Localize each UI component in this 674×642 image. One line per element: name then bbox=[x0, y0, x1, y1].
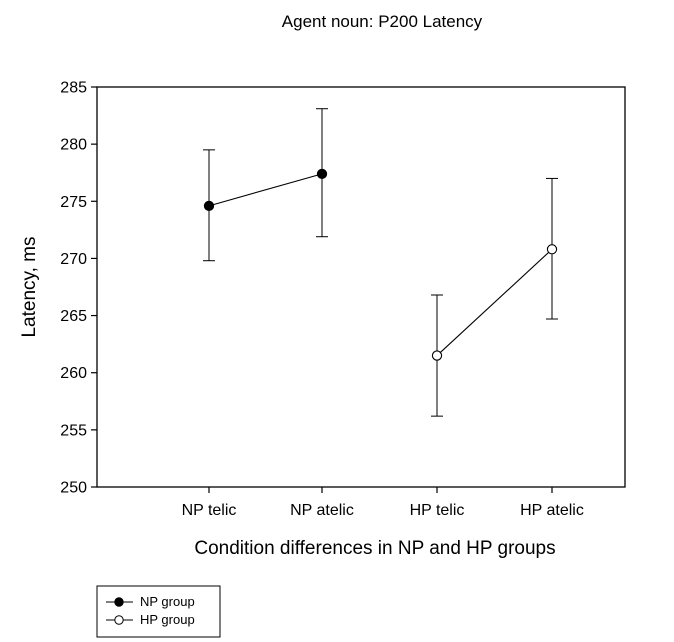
y-tick-label: 280 bbox=[60, 137, 87, 154]
y-axis-title: Latency, ms bbox=[19, 236, 40, 337]
x-axis-title: Condition differences in NP and HP group… bbox=[194, 538, 555, 559]
legend: NP group HP group bbox=[96, 585, 221, 638]
data-point bbox=[431, 350, 443, 361]
y-tick-label: 255 bbox=[60, 422, 87, 439]
chart-title: Agent noun: P200 Latency bbox=[282, 12, 483, 31]
x-axis: NP telic NP atelic HP telic HP atelic bbox=[182, 487, 584, 519]
series-line bbox=[436, 248, 553, 356]
y-axis: 250 255 260 265 270 275 280 285 bbox=[60, 80, 97, 497]
x-tick-label: HP atelic bbox=[520, 502, 584, 519]
y-tick-label: 275 bbox=[60, 194, 87, 211]
y-tick-label: 285 bbox=[60, 80, 87, 97]
series-layer bbox=[203, 108, 558, 417]
series-hp-group bbox=[431, 177, 558, 417]
x-tick-label: NP atelic bbox=[290, 502, 354, 519]
legend-label-hp-group: HP group bbox=[140, 612, 195, 627]
legend-marker-np-group bbox=[114, 597, 124, 607]
x-tick-label: NP telic bbox=[182, 502, 237, 519]
legend-box bbox=[96, 585, 221, 638]
data-point bbox=[546, 244, 558, 255]
y-tick-label: 270 bbox=[60, 251, 87, 268]
plot-area-frame bbox=[96, 86, 626, 488]
y-tick-label: 250 bbox=[60, 480, 87, 497]
data-point bbox=[203, 200, 215, 212]
y-tick-label: 260 bbox=[60, 365, 87, 382]
x-tick-label: HP telic bbox=[410, 502, 465, 519]
y-tick-label: 265 bbox=[60, 308, 87, 325]
series-line bbox=[208, 173, 323, 207]
legend-entry-np-group: NP group bbox=[106, 594, 195, 609]
data-point bbox=[316, 168, 328, 180]
legend-entry-hp-group: HP group bbox=[106, 612, 195, 627]
legend-marker-hp-group bbox=[114, 615, 124, 625]
legend-label-np-group: NP group bbox=[140, 594, 195, 609]
series-np-group bbox=[203, 108, 328, 262]
